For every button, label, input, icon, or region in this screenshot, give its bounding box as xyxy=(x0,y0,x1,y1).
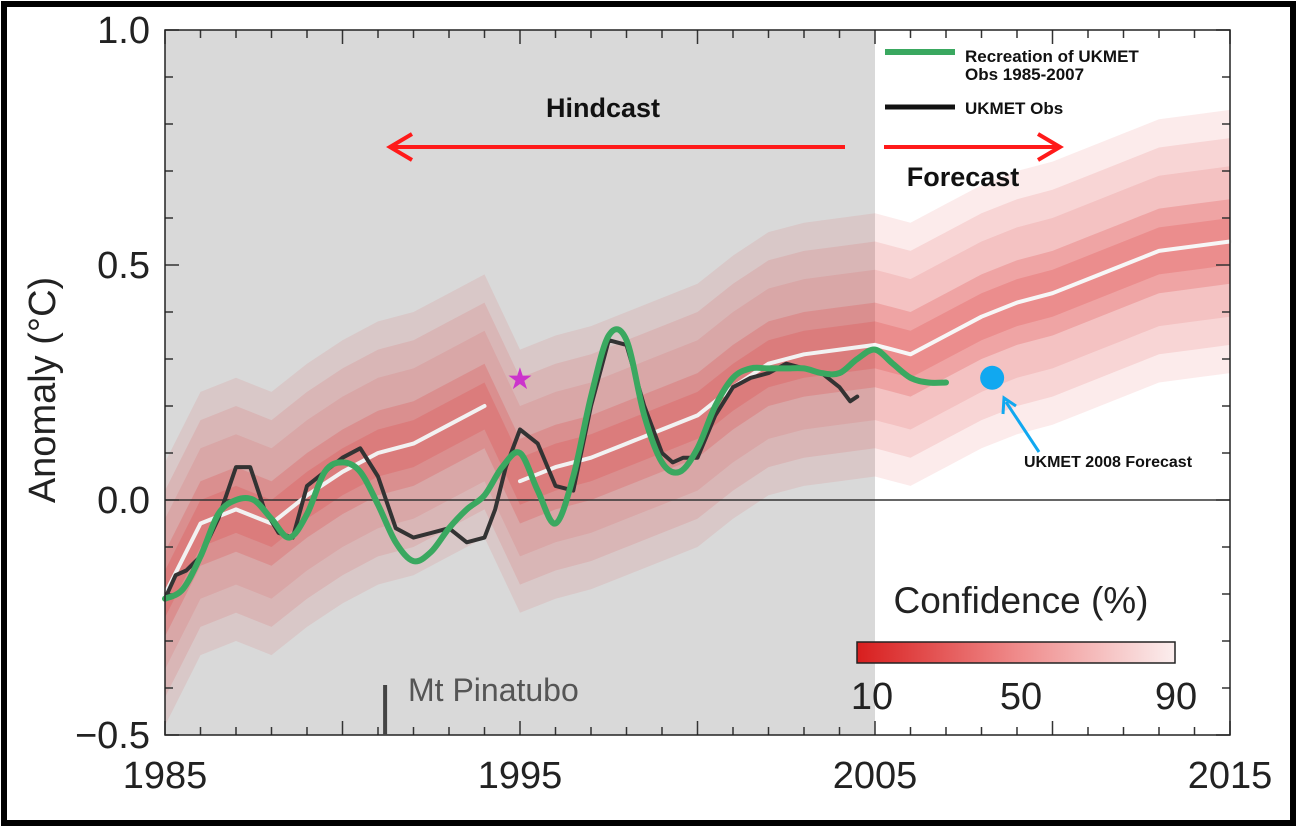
x-tick-label: 1985 xyxy=(123,755,208,797)
confidence-tick-50: 50 xyxy=(1000,676,1042,718)
confidence-tick-90: 90 xyxy=(1155,676,1197,718)
confidence-scale: Confidence (%) 10 50 90 xyxy=(851,580,1197,718)
y-tick-label: 1.0 xyxy=(97,10,150,52)
y-tick-label: −0.5 xyxy=(75,715,150,757)
y-axis-label: Anomaly (°C) xyxy=(22,277,64,503)
confidence-band-core xyxy=(165,321,875,618)
confidence-title: Confidence (%) xyxy=(893,580,1148,621)
confidence-bands xyxy=(165,109,1230,726)
y-tick-labels: 1.0 0.5 0.0 −0.5 xyxy=(75,10,150,757)
confidence-tick-10: 10 xyxy=(851,676,893,718)
forecast-label: Forecast xyxy=(907,162,1020,192)
x-tick-label: 2015 xyxy=(1188,755,1273,797)
legend: Recreation of UKMET Obs 1985-2007 UKMET … xyxy=(885,47,1139,118)
confidence-band xyxy=(875,166,1230,430)
confidence-band xyxy=(165,213,875,726)
confidence-band xyxy=(875,109,1230,486)
hindcast-arrow-head xyxy=(386,132,414,162)
pinatubo-label: Mt Pinatubo xyxy=(408,672,579,708)
series-line-recreation-of-ukmet-obs-1985-2007 xyxy=(162,326,949,602)
y-tick-label: 0.0 xyxy=(97,480,150,522)
plot-border xyxy=(164,29,1231,736)
ukmet-forecast-label: UKMET 2008 Forecast xyxy=(1024,454,1193,471)
star-marker: ★ xyxy=(507,363,534,396)
confidence-band xyxy=(165,269,875,670)
ukmet-forecast-pointer-head xyxy=(1001,395,1017,415)
ukmet-forecast-pointer xyxy=(1004,401,1041,453)
ukmet-2008-forecast-dot xyxy=(980,365,1005,390)
y-tick-label: 0.5 xyxy=(97,245,150,287)
confidence-band xyxy=(875,138,1230,458)
confidence-band xyxy=(165,241,875,698)
legend-label-recreation-2: Obs 1985-2007 xyxy=(965,65,1084,84)
forecast-arrow-head xyxy=(1036,132,1064,162)
hindcast-label: Hindcast xyxy=(546,93,660,123)
confidence-colorbar xyxy=(856,641,1176,664)
legend-label-recreation-1: Recreation of UKMET xyxy=(965,47,1139,66)
legend-label-obs: UKMET Obs xyxy=(965,99,1063,118)
x-tick-label: 2005 xyxy=(833,755,918,797)
series-line-model-forecast-central xyxy=(873,239,1232,357)
confidence-band-core xyxy=(165,302,875,637)
series-lines xyxy=(162,239,1232,602)
x-tick-label: 1995 xyxy=(478,755,563,797)
confidence-band-core xyxy=(875,199,1230,397)
x-tick-labels: 1985 1995 2005 2015 xyxy=(123,755,1273,797)
